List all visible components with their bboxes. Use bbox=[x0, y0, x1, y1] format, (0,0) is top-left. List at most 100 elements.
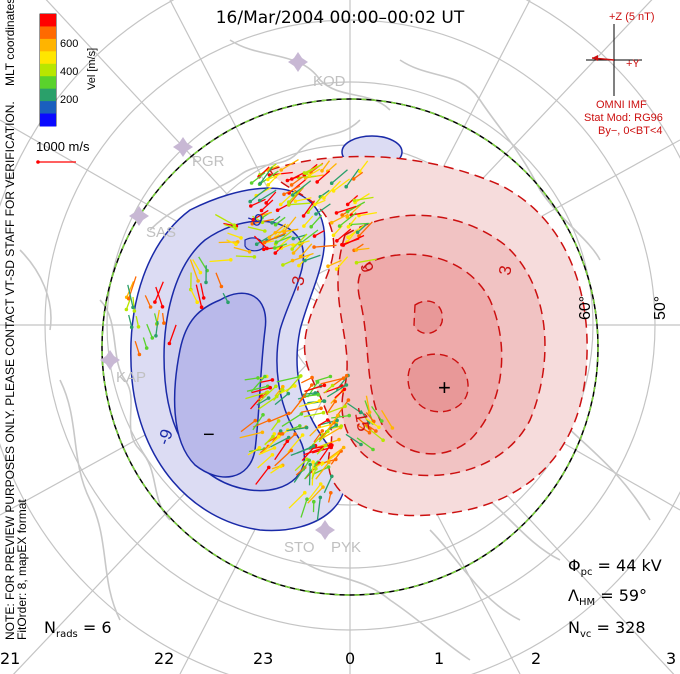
velocity-vector bbox=[327, 259, 342, 267]
velocity-vector-origin bbox=[124, 307, 129, 312]
contour-label-neg-9-bottom: -9 bbox=[154, 427, 177, 448]
velocity-vector bbox=[357, 222, 369, 233]
velocity-vector bbox=[190, 288, 198, 303]
velocity-vector bbox=[315, 203, 331, 215]
velocity-vector-origin bbox=[267, 235, 272, 240]
velocity-vector bbox=[245, 391, 268, 400]
velocity-vector bbox=[323, 385, 343, 394]
velocity-vector-origin bbox=[381, 438, 385, 443]
velocity-vector bbox=[135, 315, 140, 327]
velocity-vector bbox=[268, 223, 287, 238]
velocity-vector bbox=[256, 397, 269, 406]
velocity-vector bbox=[259, 166, 273, 184]
velocity-vector bbox=[257, 392, 267, 401]
velocity-vector-origin bbox=[327, 460, 331, 465]
velocity-vector-origin bbox=[354, 260, 359, 265]
velocity-vector bbox=[329, 446, 345, 459]
velocity-vector-origin bbox=[270, 221, 274, 225]
velocity-vector bbox=[292, 240, 310, 246]
velocity-vector-origin bbox=[337, 224, 342, 228]
velocity-vector-origin bbox=[371, 447, 375, 452]
velocity-vector bbox=[347, 216, 357, 228]
velocity-vector-origin bbox=[276, 419, 281, 423]
velocity-vector-origin bbox=[328, 374, 333, 379]
velocity-vector bbox=[341, 238, 360, 246]
velocity-vector bbox=[336, 205, 357, 214]
velocity-vector bbox=[303, 447, 323, 456]
velocity-vector-origin bbox=[307, 458, 312, 463]
velocity-vector bbox=[314, 244, 337, 248]
n-rads-value: 6 bbox=[101, 618, 112, 637]
velocity-vector-origin bbox=[286, 391, 291, 396]
velocity-vector bbox=[281, 413, 302, 427]
velocity-vector-origin bbox=[342, 387, 347, 392]
velocity-vector-origin bbox=[343, 404, 347, 409]
velocity-vector-origin bbox=[333, 399, 338, 404]
coordinates-label: MLT coordinates bbox=[3, 0, 17, 86]
velocity-vector-origin bbox=[368, 427, 372, 431]
velocity-vector bbox=[354, 196, 374, 202]
velocity-vector bbox=[336, 228, 352, 242]
legend-color-swatch bbox=[40, 51, 56, 65]
velocity-vector-origin bbox=[328, 443, 333, 447]
velocity-vector-origin bbox=[262, 247, 266, 252]
velocity-vector-origin bbox=[345, 209, 350, 214]
legend-tick-600: 600 bbox=[60, 38, 78, 50]
scale-vector: 1000 m/s bbox=[36, 139, 90, 164]
velocity-vector bbox=[246, 385, 268, 392]
velocity-vector-origin bbox=[329, 491, 333, 495]
velocity-vector-origin bbox=[319, 406, 323, 411]
velocity-vector bbox=[346, 204, 362, 218]
velocity-vector-origin bbox=[317, 399, 322, 403]
velocity-vector bbox=[286, 426, 307, 432]
velocity-vector-origin bbox=[312, 245, 316, 249]
velocity-vector-origin bbox=[335, 418, 339, 423]
velocity-vector-origin bbox=[374, 429, 378, 433]
velocity-vector-origin bbox=[320, 169, 324, 173]
n-vc-readout: Nvc = 328 bbox=[568, 618, 646, 641]
velocity-vector bbox=[316, 445, 327, 455]
velocity-vector bbox=[300, 407, 322, 413]
velocity-vector bbox=[315, 461, 330, 480]
velocity-vector-origin bbox=[275, 394, 279, 399]
mlt-tick-3: 3 bbox=[666, 649, 677, 668]
velocity-vector bbox=[365, 395, 371, 413]
legend-color-swatch bbox=[40, 14, 56, 27]
velocity-vector-origin bbox=[162, 321, 166, 325]
velocity-vector bbox=[252, 414, 264, 431]
velocity-vector-origin bbox=[270, 453, 275, 457]
velocity-vector-origin bbox=[359, 442, 363, 447]
velocity-vector-origin bbox=[266, 177, 270, 182]
velocity-vector-origin bbox=[251, 217, 255, 222]
mlt-tick-0: 0 bbox=[345, 649, 356, 668]
velocity-vector bbox=[155, 320, 159, 336]
velocity-vector bbox=[318, 430, 329, 443]
velocity-vector-origin bbox=[253, 418, 258, 423]
velocity-vector bbox=[288, 202, 311, 206]
velocity-vector-origin bbox=[167, 341, 172, 346]
velocity-vector bbox=[364, 424, 384, 441]
velocity-vector bbox=[215, 272, 223, 287]
velocity-vector-origin bbox=[325, 418, 330, 422]
velocity-vector-origin bbox=[344, 373, 349, 378]
velocity-vector-origin bbox=[279, 168, 284, 172]
velocity-vector-origin bbox=[247, 250, 252, 254]
velocity-vector bbox=[350, 222, 370, 226]
velocity-vector-origin bbox=[201, 296, 206, 300]
velocity-vector-origin bbox=[345, 215, 350, 219]
velocity-vector-origin bbox=[321, 410, 326, 415]
velocity-vector bbox=[276, 376, 300, 383]
velocity-vector-origin bbox=[229, 258, 233, 262]
velocity-vector-origin bbox=[248, 199, 252, 204]
velocity-vector-origin bbox=[273, 222, 278, 227]
velocity-vector-origin bbox=[312, 499, 316, 504]
velocity-vector bbox=[356, 424, 370, 434]
latitude-label-60: 60° bbox=[577, 296, 594, 320]
velocity-vector bbox=[291, 233, 308, 250]
velocity-vector bbox=[265, 191, 277, 204]
legend-tick-200: 200 bbox=[60, 94, 78, 106]
contour-label-3: 3 bbox=[495, 264, 515, 277]
velocity-vector bbox=[353, 171, 364, 180]
velocity-vector-origin bbox=[297, 263, 301, 268]
